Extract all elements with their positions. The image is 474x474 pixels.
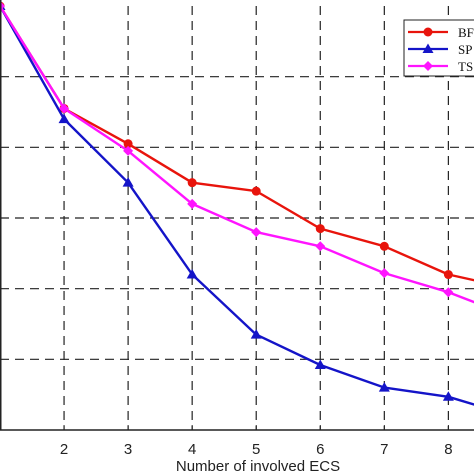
data-point-bf: [187, 178, 197, 188]
data-point-bf: [315, 224, 325, 234]
legend-marker-bf: [423, 27, 433, 37]
x-ticks: 2 3 4 5 6 7 8: [60, 425, 453, 458]
x-tick-label: 4: [188, 441, 196, 458]
data-point-ts: [379, 268, 390, 279]
legend-marker-ts: [423, 61, 433, 71]
x-tick-label: 3: [124, 441, 132, 458]
data-point-sp: [186, 269, 198, 279]
data-point-bf: [443, 270, 453, 280]
data-point-ts: [187, 198, 198, 209]
data-point-sp: [58, 113, 70, 124]
data-point-bf: [251, 186, 261, 196]
axes: [0, 0, 474, 431]
x-axis-label: Number of involved ECS: [176, 458, 340, 474]
data-point-sp: [378, 382, 390, 392]
data-point-sp: [442, 391, 454, 401]
x-tick-label: 5: [252, 441, 260, 458]
series-ts: [0, 1, 474, 304]
legend-label-bf: BF: [458, 25, 474, 40]
legend: BF SP TS: [403, 19, 474, 77]
x-tick-label: 8: [444, 441, 452, 458]
data-point-ts: [59, 103, 70, 114]
grid: [0, 6, 474, 430]
data-point-sp: [250, 329, 262, 339]
x-tick-label: 6: [316, 441, 324, 458]
data-point-ts: [251, 227, 262, 238]
legend-label-ts: TS: [458, 59, 473, 74]
x-tick-label: 7: [380, 441, 388, 458]
legend-label-sp: SP: [458, 42, 472, 57]
data-point-sp: [122, 177, 134, 187]
data-point-ts: [443, 287, 454, 298]
data-point-ts: [315, 241, 326, 252]
x-tick-label: 2: [60, 441, 68, 458]
data-point-bf: [379, 241, 389, 251]
legend-marker-sp: [422, 43, 434, 53]
series-bf: [0, 1, 474, 282]
data-point-sp: [314, 359, 326, 369]
series-layer: [0, 0, 474, 406]
plot-background: [0, 0, 474, 430]
data-point-bf: [123, 139, 133, 149]
data-point-ts: [123, 145, 134, 156]
